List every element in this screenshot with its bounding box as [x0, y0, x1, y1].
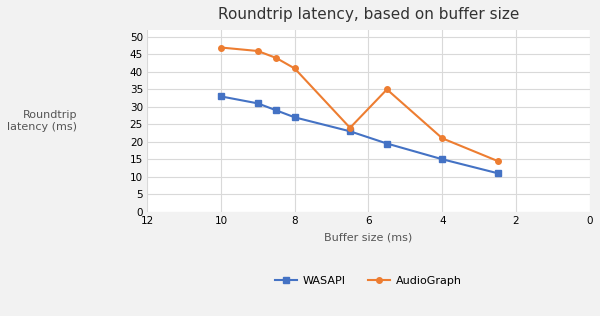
WASAPI — [254, 101, 262, 105]
WASAPI — [383, 142, 391, 145]
WASAPI — [272, 108, 280, 112]
WASAPI — [439, 157, 446, 161]
AudioGraph — [272, 56, 280, 60]
Y-axis label: Roundtrip
latency (ms): Roundtrip latency (ms) — [7, 110, 77, 132]
Line: WASAPI: WASAPI — [218, 94, 500, 176]
AudioGraph — [494, 159, 501, 163]
X-axis label: Buffer size (ms): Buffer size (ms) — [325, 233, 413, 243]
AudioGraph — [217, 46, 224, 49]
WASAPI — [346, 130, 353, 133]
AudioGraph — [346, 126, 353, 130]
WASAPI — [494, 171, 501, 175]
WASAPI — [291, 115, 298, 119]
AudioGraph — [439, 137, 446, 140]
Line: AudioGraph: AudioGraph — [218, 45, 500, 164]
WASAPI — [217, 94, 224, 98]
Legend: WASAPI, AudioGraph: WASAPI, AudioGraph — [271, 272, 466, 290]
Title: Roundtrip latency, based on buffer size: Roundtrip latency, based on buffer size — [218, 7, 519, 22]
AudioGraph — [291, 67, 298, 70]
AudioGraph — [383, 88, 391, 91]
AudioGraph — [254, 49, 262, 53]
